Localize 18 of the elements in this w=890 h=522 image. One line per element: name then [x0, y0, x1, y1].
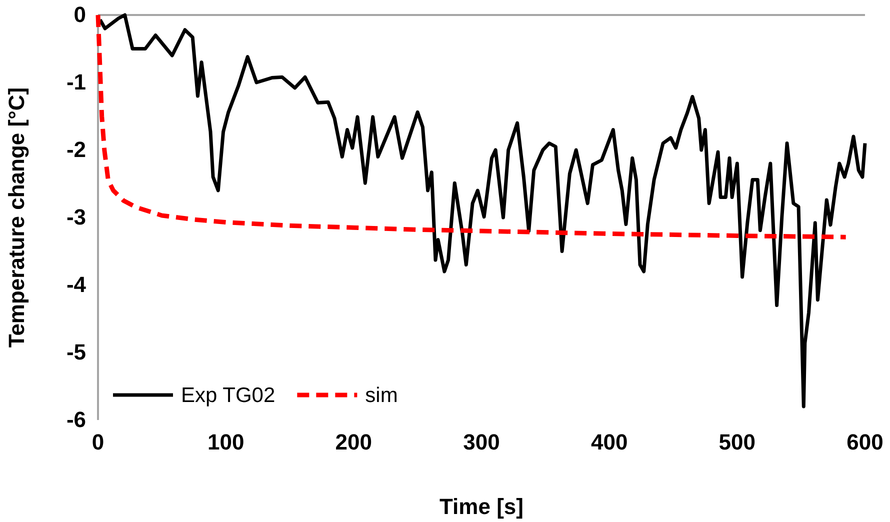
y-tick-label: -2: [66, 137, 86, 162]
y-tick-label: -4: [66, 272, 87, 298]
x-tick-label: 200: [335, 430, 372, 455]
legend-label: Exp TG02: [181, 384, 276, 407]
x-tick-label: 100: [207, 430, 244, 455]
x-tick-label: 300: [463, 430, 500, 455]
y-tick-label: -3: [66, 204, 86, 230]
y-tick-label: 0: [74, 2, 86, 28]
x-tick-label: 500: [718, 430, 756, 455]
y-tick-label: -1: [66, 70, 86, 95]
y-tick-label: -6: [66, 407, 86, 432]
x-tick-label: 400: [590, 430, 628, 455]
legend-label: sim: [365, 384, 398, 407]
x-axis-title: Time [s]: [440, 494, 524, 519]
x-tick-label: 0: [92, 430, 104, 455]
y-axis-title: Temperature change [°C]: [4, 87, 29, 348]
x-tick-label: 600: [846, 430, 884, 455]
y-tick-label: -5: [66, 340, 86, 365]
